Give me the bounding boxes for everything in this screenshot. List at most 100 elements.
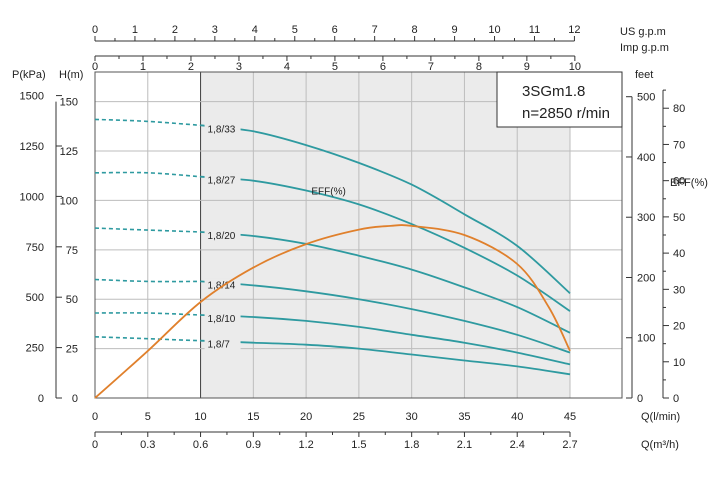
head-curve-dashed (94, 171, 201, 178)
series-label-background (204, 337, 241, 350)
feet-tick-label: 200 (637, 272, 655, 284)
pressure-axis-label: P(kPa) (12, 69, 46, 81)
efficiency-curve (94, 224, 571, 399)
q-m3h-tick-label: 1.2 (298, 439, 313, 451)
q-lmin-tick-label: 35 (458, 411, 470, 423)
q-lmin-tick-label: 15 (247, 411, 259, 423)
head-curve (200, 280, 571, 354)
head-tick-label: 100 (60, 195, 78, 207)
eff-tick-label: 60 (673, 176, 685, 188)
feet-tick-label: 500 (637, 92, 655, 104)
eff-tick-label: 0 (673, 393, 679, 405)
efficiency-curve-group: EFF(%) (94, 186, 571, 399)
imp-gpm-tick-label: 6 (380, 61, 386, 73)
imp-gpm-tick-label: 3 (236, 61, 242, 73)
series-label: 1,8/20 (208, 231, 236, 242)
head-curve-dashed (94, 278, 201, 283)
pressure-tick-label: 1000 (20, 191, 44, 203)
efficiency-curve-label: EFF(%) (311, 186, 345, 197)
feet-tick-label: 100 (637, 333, 655, 345)
imp-gpm-tick-label: 1 (140, 61, 146, 73)
us-gpm-tick-label: 2 (172, 24, 178, 36)
head-tick-label: 0 (72, 393, 78, 405)
series-label-background (204, 278, 241, 291)
model-speed: n=2850 r/min (522, 105, 610, 122)
head-curves: 1,8/331,8/271,8/201,8/141,8/101,8/7 (94, 118, 571, 376)
us-gpm-tick-label: 10 (488, 24, 500, 36)
imp-gpm-tick-label: 4 (284, 61, 290, 73)
pressure-tick-label: 1500 (20, 91, 44, 103)
q-lmin-tick-label: 20 (300, 411, 312, 423)
imp-gpm-axis-label: Imp g.p.m (620, 42, 669, 54)
head-curve (200, 339, 571, 376)
q-lmin-zero-label: 0 (92, 411, 98, 423)
head-curve-dashed (94, 227, 201, 233)
head-tick-label: 150 (60, 97, 78, 109)
series-label: 1,8/10 (208, 314, 236, 325)
us-gpm-tick-label: 1 (132, 24, 138, 36)
us-gpm-tick-label: 12 (568, 24, 580, 36)
q-lmin-tick-label: 5 (145, 411, 151, 423)
head-curve-dashed (94, 312, 201, 316)
q-m3h-tick-label: 2.1 (457, 439, 472, 451)
eff-tick-label: 30 (673, 284, 685, 296)
q-m3h-tick-label: 2.4 (510, 439, 525, 451)
imp-gpm-tick-label: 2 (188, 61, 194, 73)
us-gpm-axis-label: US g.p.m (620, 26, 666, 38)
us-gpm-tick-label: 8 (412, 24, 418, 36)
series-label-background (204, 173, 241, 186)
imp-gpm-tick-label: 8 (476, 61, 482, 73)
eff-axis-label: EFF(%) (670, 177, 708, 189)
imp-gpm-tick-label: 7 (428, 61, 434, 73)
q-m3h-tick-label: 0 (92, 439, 98, 451)
q-m3h-tick-label: 0.9 (246, 439, 261, 451)
feet-tick-label: 300 (637, 212, 655, 224)
eff-tick-label: 80 (673, 103, 685, 115)
us-gpm-tick-label: 9 (452, 24, 458, 36)
q-m3h-axis-label: Q(m³/h) (641, 439, 679, 451)
head-tick-label: 25 (66, 344, 78, 356)
head-tick-label: 125 (60, 146, 78, 158)
head-curve (200, 124, 571, 294)
head-curve (200, 175, 571, 312)
head-tick-label: 75 (66, 245, 78, 257)
pressure-tick-label: 250 (26, 343, 44, 355)
feet-tick-label: 400 (637, 152, 655, 164)
us-gpm-tick-label: 7 (372, 24, 378, 36)
imp-gpm-tick-label: 9 (524, 61, 530, 73)
q-lmin-tick-label: 25 (353, 411, 365, 423)
imp-gpm-tick-label: 10 (569, 61, 581, 73)
pressure-tick-label: 500 (26, 292, 44, 304)
series-label-background (204, 229, 241, 242)
head-axis-label: H(m) (59, 69, 83, 81)
q-m3h-tick-label: 0.3 (140, 439, 155, 451)
q-lmin-axis-label: Q(l/min) (641, 411, 680, 423)
us-gpm-tick-label: 6 (332, 24, 338, 36)
q-lmin-tick-label: 10 (194, 411, 206, 423)
model-name: 3SGm1.8 (522, 83, 585, 100)
q-lmin-tick-label: 45 (564, 411, 576, 423)
eff-tick-label: 40 (673, 248, 685, 260)
series-label: 1,8/27 (208, 176, 236, 187)
us-gpm-tick-label: 5 (292, 24, 298, 36)
series-label: 1,8/33 (208, 124, 236, 135)
q-m3h-tick-label: 0.6 (193, 439, 208, 451)
plot-frame (94, 71, 623, 399)
us-gpm-tick-label: 11 (529, 24, 540, 36)
series-label-background (204, 312, 241, 325)
model-info-box: 3SGm1.8 n=2850 r/min (496, 71, 623, 128)
eff-tick-label: 10 (673, 357, 685, 369)
q-m3h-tick-label: 2.7 (562, 439, 577, 451)
feet-tick-label: 0 (637, 393, 643, 405)
q-lmin-tick-label: 30 (406, 411, 418, 423)
eff-tick-label: 70 (673, 139, 685, 151)
axes: P(kPa) H(m)025507510012515002505007501000… (12, 24, 708, 451)
series-label-background (204, 122, 241, 135)
eff-tick-label: 20 (673, 321, 685, 333)
feet-axis-label: feet (635, 69, 653, 81)
head-curve-dashed (94, 118, 201, 127)
us-gpm-tick-label: 3 (212, 24, 218, 36)
head-curve (200, 231, 571, 334)
imp-gpm-tick-label: 5 (332, 61, 338, 73)
